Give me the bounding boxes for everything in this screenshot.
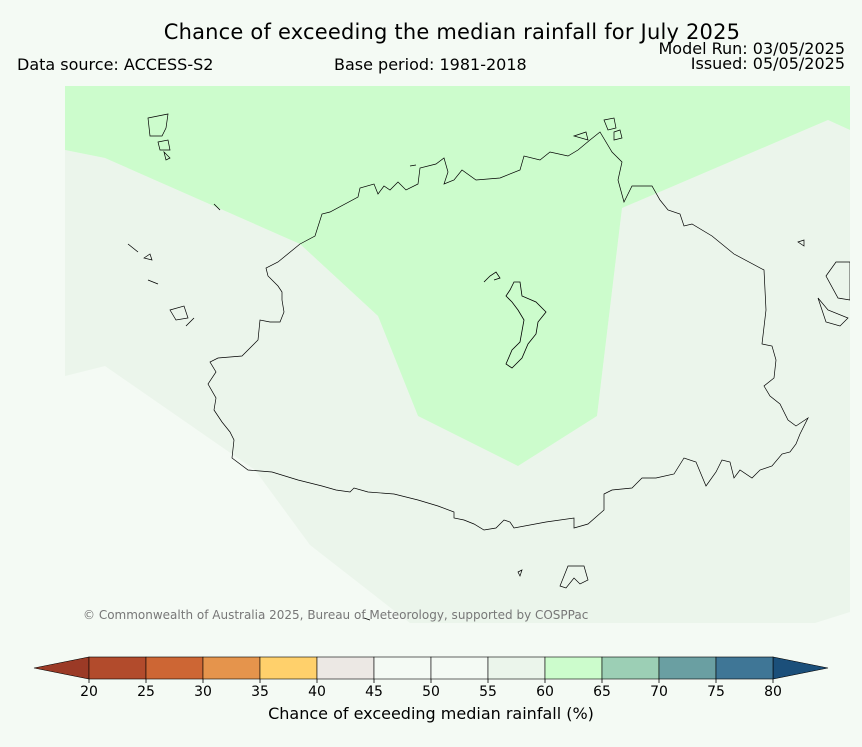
islet-nw-5	[127, 243, 139, 253]
islet-s-3	[363, 617, 371, 621]
data-source-label: Data source: ACCESS-S2	[17, 55, 214, 74]
islet-n-1	[409, 164, 417, 167]
model-run-label: Model Run: 03/05/2025	[658, 39, 846, 58]
colorbar-segment	[430, 656, 489, 680]
colorbar-tick-label: 45	[365, 684, 383, 700]
islet-nw-4	[213, 203, 221, 211]
colorbar-tick-label: 40	[308, 684, 326, 700]
islet-e-1	[797, 239, 805, 247]
islet-nw-6	[143, 253, 153, 261]
colorbar-segment	[88, 656, 147, 680]
colorbar-segment	[373, 656, 432, 680]
islet-nw-3	[163, 150, 171, 161]
islet-nw-1	[147, 113, 169, 137]
issued-label: Issued: 05/05/2025	[690, 54, 845, 73]
colorbar-segment	[601, 656, 660, 680]
colorbar-segment	[544, 656, 603, 680]
run-info: Model Run: 03/05/2025 Issued: 05/05/2025	[658, 39, 846, 73]
island-coastline	[207, 131, 809, 531]
colorbar-tick-label: 80	[764, 684, 782, 700]
colorbar-tick-label: 30	[194, 684, 212, 700]
colorbar-label: Chance of exceeding median rainfall (%)	[268, 704, 594, 723]
colorbar-tick-label: 25	[137, 684, 155, 700]
islet-s-1	[517, 569, 523, 577]
islet-ne-1	[572, 131, 589, 141]
map-title: Chance of exceeding the median rainfall …	[163, 20, 741, 44]
base-period-label: Base period: 1981-2018	[334, 55, 527, 74]
probability-region-55-60	[65, 120, 850, 623]
colorbar-segment	[316, 656, 375, 680]
islet-ne-2	[603, 117, 617, 131]
colorbar-tick-label: 50	[422, 684, 440, 700]
islet-w-2	[185, 317, 195, 327]
colorbar-tick-label: 60	[536, 684, 554, 700]
probability-region-60-65	[65, 86, 850, 466]
colorbar-segment	[658, 656, 717, 680]
islet-nw-7	[147, 279, 159, 285]
colorbar-tick-label: 75	[707, 684, 725, 700]
islet-w-1	[169, 305, 189, 321]
islet-s-2	[559, 565, 589, 589]
islet-nw-2	[157, 139, 171, 151]
colorbar-extend-low	[33, 656, 90, 680]
colorbar-extend-high	[772, 656, 829, 680]
islet-ne-3	[613, 129, 623, 141]
central-islet	[483, 271, 501, 283]
colorbar-segment	[259, 656, 318, 680]
colorbar-tick-label: 65	[593, 684, 611, 700]
map-area	[65, 86, 850, 623]
colorbar-tick-label: 55	[479, 684, 497, 700]
rainfall-map	[65, 86, 850, 623]
islet-e-2	[825, 261, 850, 301]
colorbar-segment	[145, 656, 204, 680]
colorbar-tick-label: 35	[251, 684, 269, 700]
colorbar: 20 25 30 35 40 45 50 55 60 65 70 75 80	[33, 656, 829, 700]
colorbar-tick-label: 70	[650, 684, 668, 700]
colorbar-segment	[202, 656, 261, 680]
central-island	[505, 281, 547, 369]
colorbar-segment	[487, 656, 546, 680]
colorbar-tick-label: 20	[80, 684, 98, 700]
islet-e-3	[817, 297, 849, 327]
copyright-notice: © Commonwealth of Australia 2025, Bureau…	[83, 608, 589, 622]
colorbar-segment	[715, 656, 774, 680]
